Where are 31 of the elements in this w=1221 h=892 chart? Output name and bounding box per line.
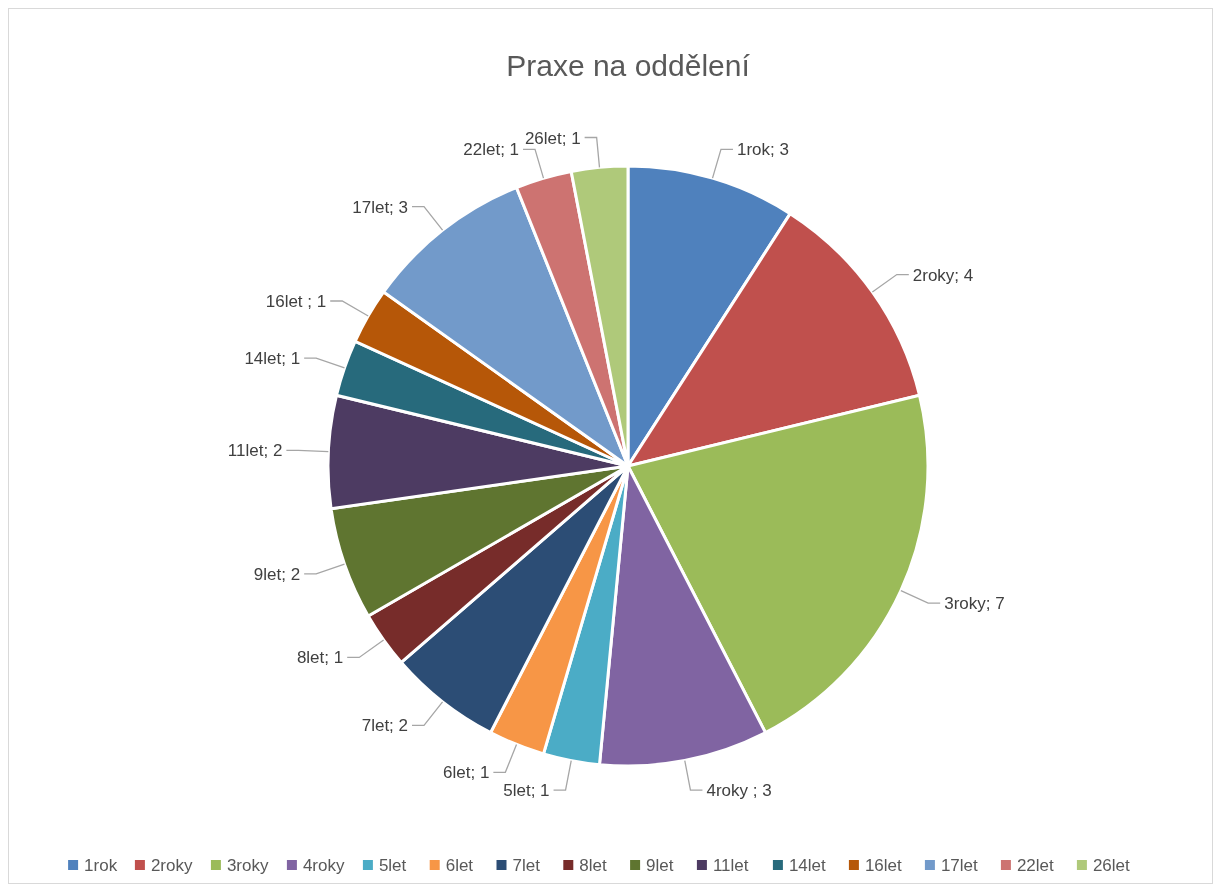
data-label: 22let; 1 xyxy=(463,140,520,160)
data-label: 17let; 3 xyxy=(352,197,409,217)
legend-label: 22let xyxy=(1016,856,1055,875)
data-label: 5let; 1 xyxy=(503,781,550,801)
data-label: 16let ; 1 xyxy=(265,292,327,311)
legend-label: 8let xyxy=(579,856,607,875)
chart-title: Praxe na oddělení xyxy=(506,49,751,82)
data-label: 8let; 1 xyxy=(296,648,344,668)
legend-label: 5let xyxy=(378,856,407,875)
legend-label: 16let xyxy=(864,856,903,875)
data-label: 4roky ; 3 xyxy=(706,781,772,801)
legend-label: 11let xyxy=(712,856,749,875)
legend-label: 4roky xyxy=(302,856,345,875)
data-label: 7let; 2 xyxy=(361,716,409,736)
data-label: 14let; 1 xyxy=(244,349,301,369)
legend-label: 9let xyxy=(646,856,674,875)
data-label: 26let; 1 xyxy=(524,128,581,148)
legend-label: 7let xyxy=(512,856,541,875)
data-label: 6let; 1 xyxy=(443,763,490,783)
data-label: 2roky; 4 xyxy=(912,265,974,285)
data-label: 11let; 2 xyxy=(227,441,283,461)
data-label: 3roky; 7 xyxy=(944,594,1005,614)
legend-label: 3roky xyxy=(226,856,269,875)
data-label: 9let; 2 xyxy=(253,564,301,584)
legend-label: 26let xyxy=(1092,856,1131,875)
data-label: 1rok; 3 xyxy=(736,140,789,160)
legend-label: 2roky xyxy=(150,856,193,875)
legend-label: 14let xyxy=(788,856,827,875)
legend-label: 17let xyxy=(940,856,979,875)
legend-label: 6let xyxy=(445,856,474,875)
legend-label: 1rok xyxy=(84,856,118,875)
